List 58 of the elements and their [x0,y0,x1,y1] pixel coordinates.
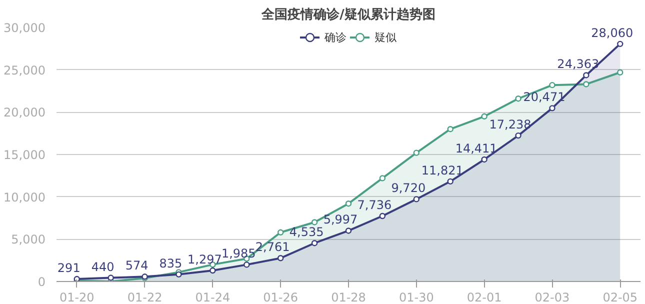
legend-label: 疑似 [374,30,396,44]
data-label: 5,997 [323,212,358,227]
y-tick-label: 0 [38,275,46,289]
x-tick-label: 01-20 [59,290,94,304]
data-label: 11,821 [421,163,464,178]
point [481,113,488,120]
data-label: 24,363 [557,57,600,72]
point [617,69,624,76]
point [379,175,386,182]
point [583,72,590,78]
point [277,229,284,236]
point [413,150,420,156]
y-tick-label: 20,000 [4,106,46,120]
x-tick-label: 01-30 [398,290,434,304]
point [413,196,420,202]
data-label: 574 [125,258,148,273]
legend-label: 确诊 [324,30,346,44]
x-tick-label: 01-24 [195,290,230,304]
data-label: 7,736 [357,198,392,212]
y-tick-label: 15,000 [4,148,46,162]
data-label: 4,535 [289,225,324,240]
point [447,126,454,132]
data-label: 440 [91,260,114,274]
point [345,200,352,207]
point [108,274,114,281]
point [447,178,454,185]
point [379,212,386,220]
x-tick-label: 02-03 [534,290,570,304]
data-label: 14,411 [455,141,498,156]
data-label: 1,297 [188,252,222,267]
x-tick-label: 02-05 [602,290,638,304]
data-label: 9,720 [391,181,426,196]
point [210,267,216,274]
point [345,228,352,234]
point [311,240,318,246]
x-tick-label: 02-01 [466,290,502,304]
x-tick-label: 01-26 [263,290,298,304]
point [515,132,522,139]
point [515,96,522,102]
point [481,156,488,163]
x-tick-label: 01-28 [331,290,366,304]
chart-title: 全国疫情确诊/疑似累计趋势图 [260,6,436,22]
y-tick-label: 30,000 [4,21,46,35]
point [617,40,624,48]
point [549,82,556,88]
y-tick-label: 5,000 [11,232,46,247]
point [549,105,556,112]
data-label: 28,060 [591,26,634,40]
point [311,219,318,226]
y-tick-label: 10,000 [4,190,46,204]
data-label: 835 [159,256,182,270]
point [583,81,590,88]
data-label: 291 [57,261,80,276]
x-tick-label: 01-22 [127,290,162,304]
y-tick-label: 25,000 [4,63,46,78]
point [277,255,284,262]
point [244,262,250,268]
point [176,271,182,278]
